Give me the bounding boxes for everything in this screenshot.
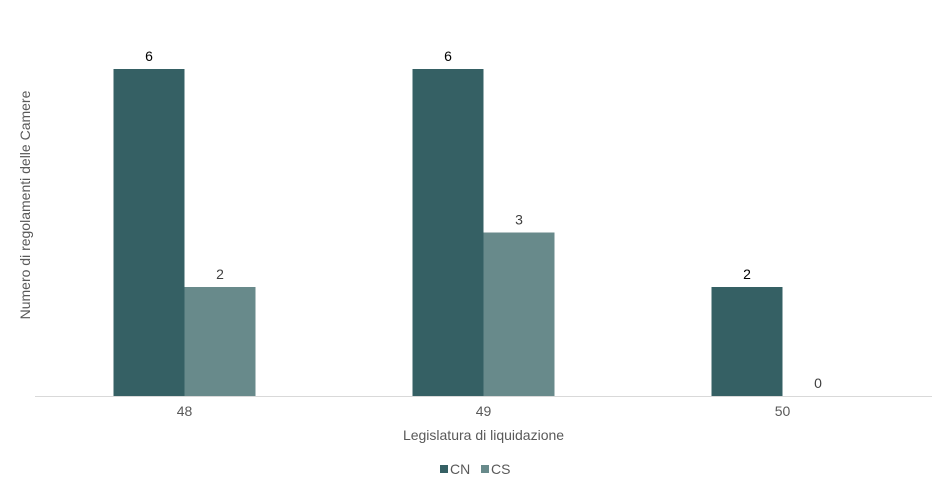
legend-swatch-cn	[440, 465, 448, 473]
x-tick-label-50: 50	[775, 403, 791, 419]
bar-cn-49	[412, 69, 484, 396]
bar-cs-49	[483, 232, 555, 396]
data-labels-group: 6 2 6 3 2 0	[145, 48, 822, 391]
bar-cn-48	[113, 69, 185, 396]
y-axis-title: Numero di regolamenti delle Camere	[17, 90, 33, 319]
data-label-cn-48: 6	[145, 48, 153, 64]
data-label-cn-50: 2	[743, 266, 751, 282]
x-tick-label-49: 49	[476, 403, 492, 419]
legend-swatch-cs	[481, 465, 489, 473]
data-label-cs-48: 2	[216, 266, 224, 282]
bar-cs-48	[184, 287, 256, 396]
x-tick-label-48: 48	[177, 403, 193, 419]
legend-label-cs: CS	[491, 461, 510, 477]
bars-group	[113, 69, 783, 396]
bar-cn-50	[711, 287, 783, 396]
data-label-cs-49: 3	[515, 212, 523, 228]
data-label-cs-50: 0	[814, 375, 822, 391]
data-label-cn-49: 6	[444, 48, 452, 64]
x-axis-title: Legislatura di liquidazione	[403, 427, 564, 443]
x-tick-labels-group: 48 49 50	[177, 403, 791, 419]
legend: CN CS	[440, 461, 510, 477]
legend-label-cn: CN	[450, 461, 470, 477]
